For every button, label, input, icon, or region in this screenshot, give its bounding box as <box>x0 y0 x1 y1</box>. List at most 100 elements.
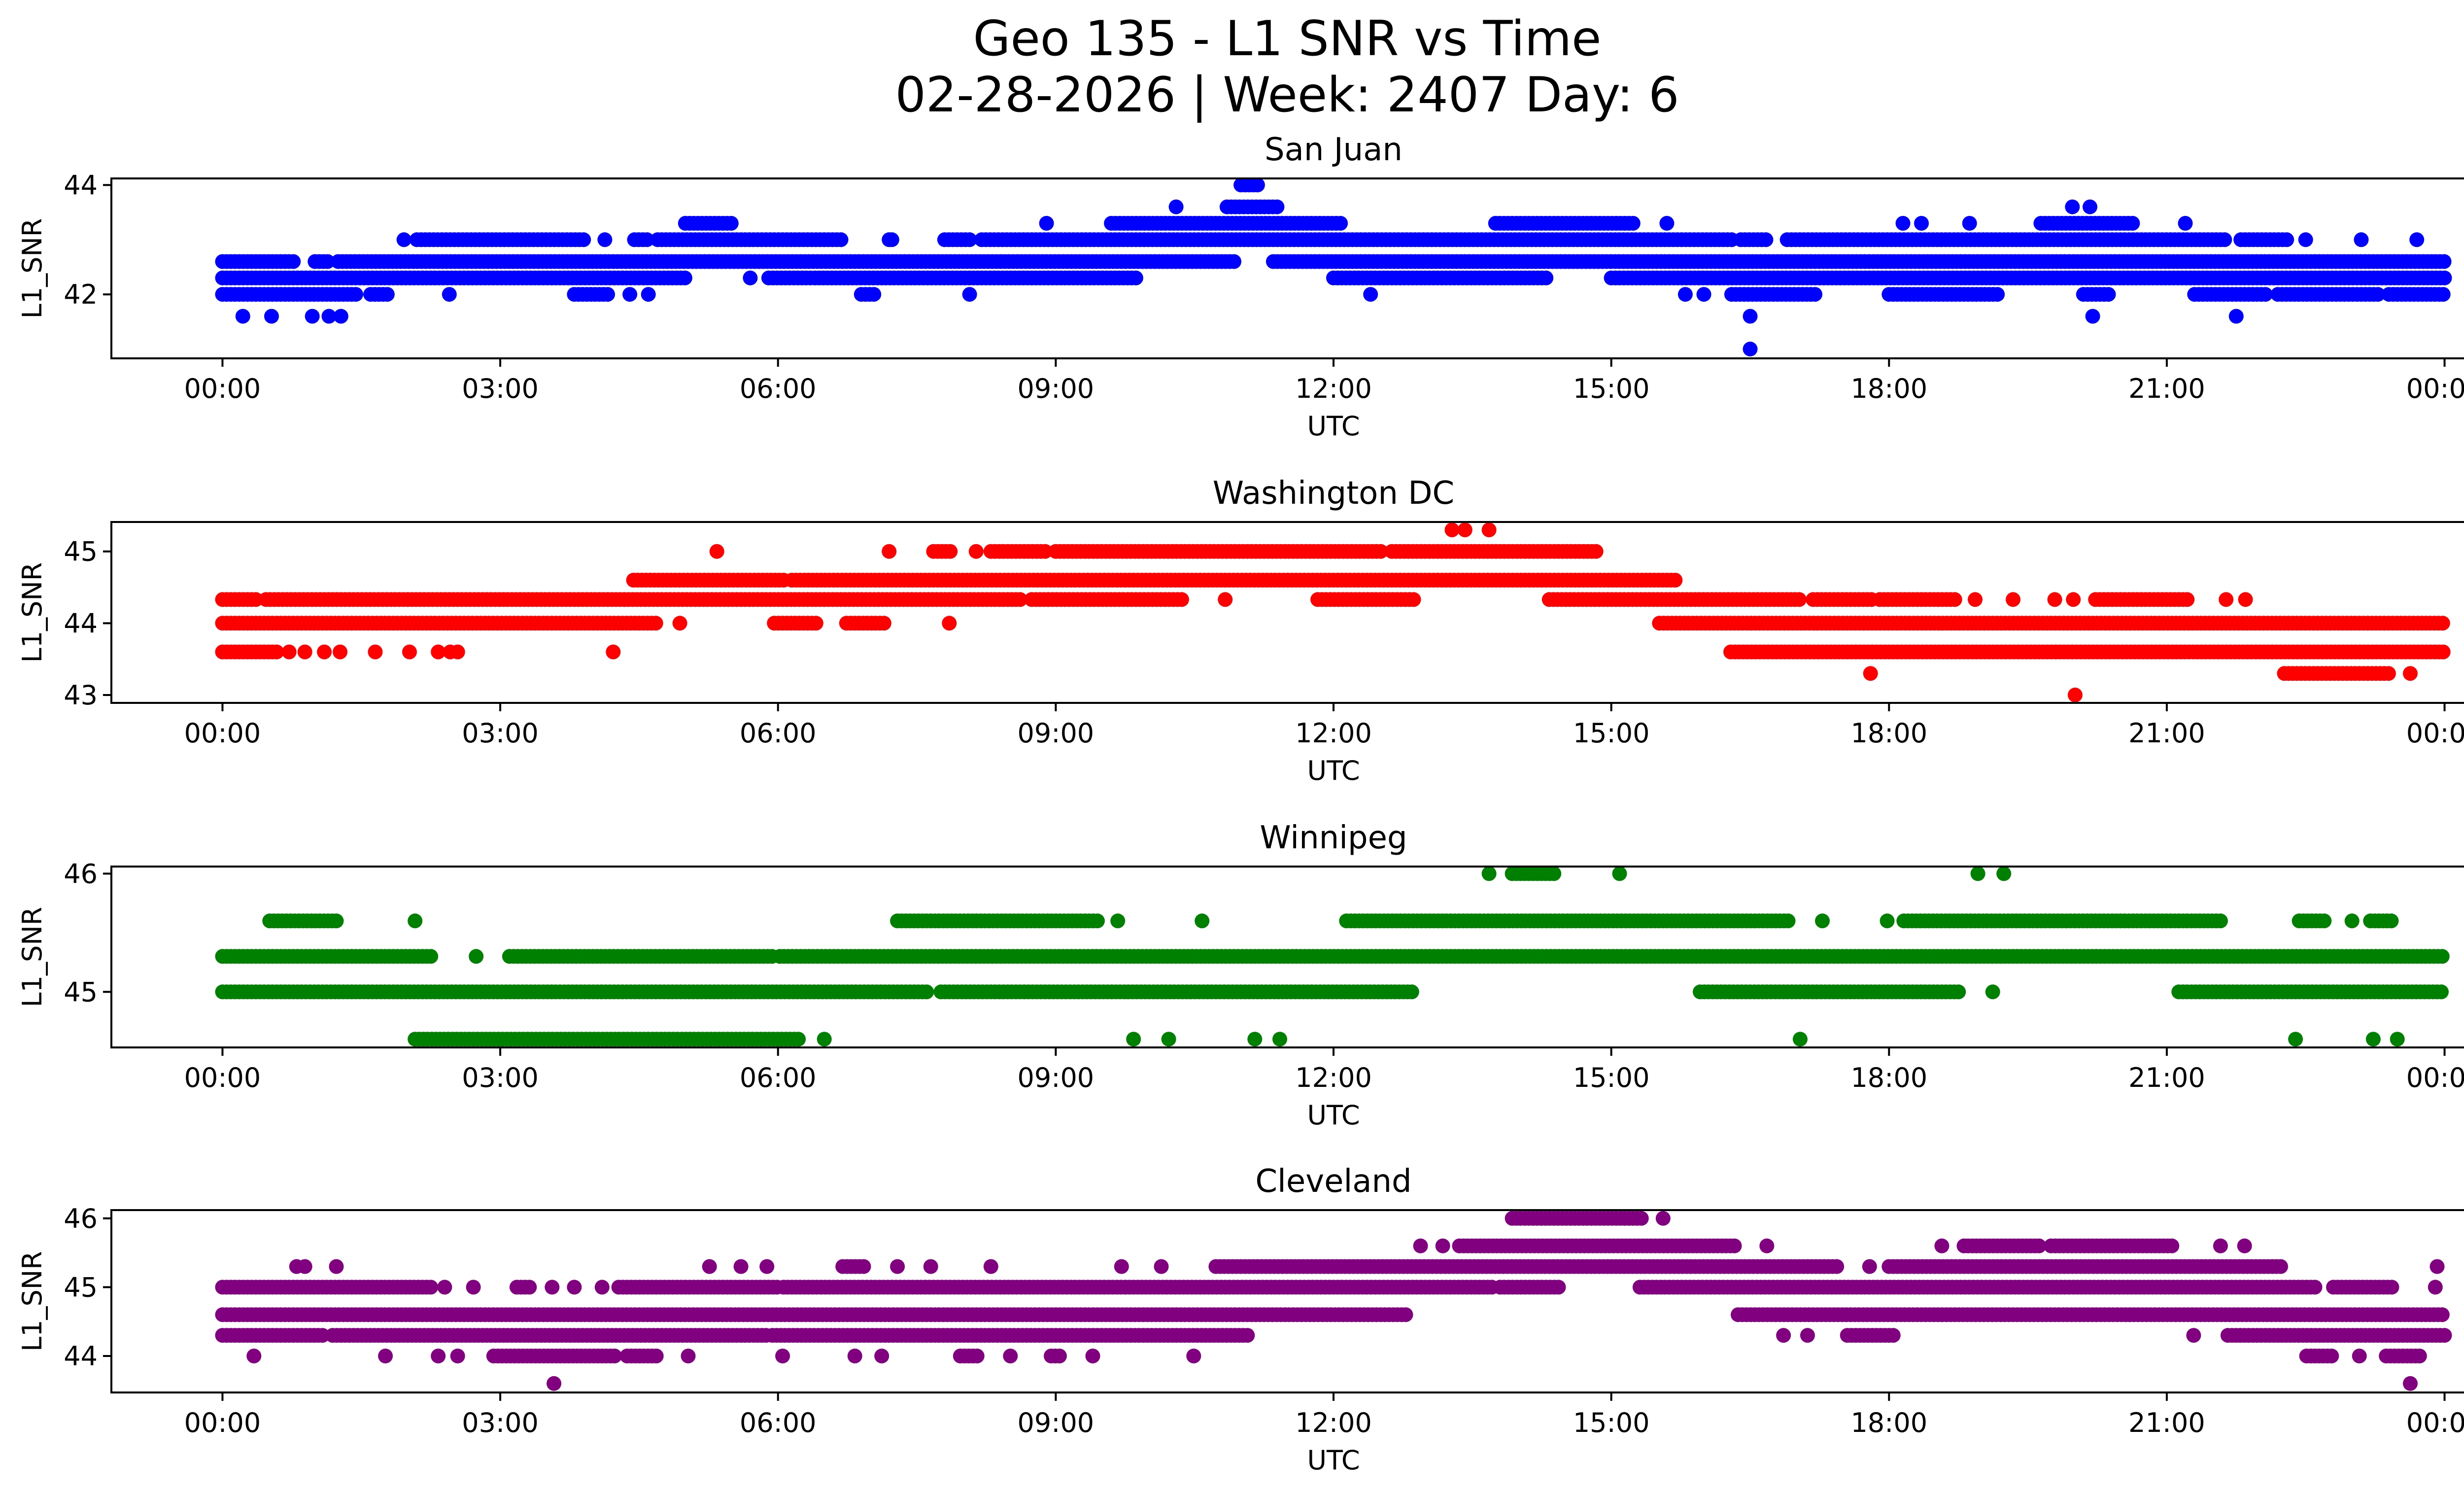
chart-0-san-juan-point-1683 <box>1168 199 1184 214</box>
chart-1-washington-dc-point-1304 <box>2047 592 2062 607</box>
chart-0-san-juan-point-1570 <box>866 287 882 302</box>
chart-0-san-juan-point-1552 <box>348 287 363 302</box>
chart-2-winnipeg-point-183 <box>1780 913 1796 929</box>
chart-2-winnipeg-point-27 <box>329 913 344 929</box>
chart-0-san-juan-xtick-label-1: 03:00 <box>462 373 539 404</box>
chart-0-san-juan-points <box>215 178 2452 357</box>
chart-2-winnipeg-xtick-label-2: 06:00 <box>740 1062 817 1093</box>
chart-1-washington-dc-xtick-label-6: 18:00 <box>1850 718 1927 749</box>
chart-1-washington-dc-point-767 <box>2180 592 2195 607</box>
chart-1-washington-dc-ytick-label-0: 43 <box>64 680 98 711</box>
chart-0-san-juan-xtick-label-2: 06:00 <box>740 373 817 404</box>
chart-1-washington-dc-xlabel: UTC <box>1307 755 1360 786</box>
chart-1-washington-dc-point-397 <box>1668 573 1683 588</box>
chart-0-san-juan-xtick-label-8: 00:00 <box>2406 373 2464 404</box>
chart-0-san-juan-title: San Juan <box>1265 132 1403 168</box>
chart-1-washington-dc-point-1308 <box>672 616 687 631</box>
chart-0-san-juan-ytick-label-1: 44 <box>64 170 98 201</box>
chart-0-san-juan-point-1709 <box>305 309 320 324</box>
chart-1-washington-dc-point-1320 <box>1863 666 1878 681</box>
chart-2-winnipeg-point-1293 <box>1481 867 1497 881</box>
chart-1-washington-dc-xtick-label-3: 09:00 <box>1018 718 1095 749</box>
chart-0-san-juan-point-142 <box>2125 216 2140 231</box>
chart-1-washington-dc-point-4 <box>943 544 958 559</box>
chart-0-san-juan-point-1566 <box>600 287 615 302</box>
chart-3-cleveland-points <box>215 1211 2452 1391</box>
chart-1-washington-dc-point-147 <box>1588 544 1604 559</box>
chart-2-winnipeg-point-1295 <box>1970 867 1985 881</box>
chart-2-winnipeg-point-76 <box>1090 913 1105 929</box>
chart-0-san-juan-point-1697 <box>2354 232 2369 247</box>
chart-1-washington-dc-point-18 <box>1037 544 1053 559</box>
chart-0-san-juan-point-119 <box>1625 216 1641 231</box>
chart-1-washington-dc-point-1294 <box>2381 666 2396 681</box>
chart-2-winnipeg-point-1309 <box>1272 1032 1287 1047</box>
chart-1-washington-dc-point-1297 <box>1481 522 1497 537</box>
chart-2-winnipeg-point-1312 <box>2365 1032 2381 1047</box>
chart-0-san-juan-point-1691 <box>2178 216 2193 231</box>
chart-1-washington-dc-point-710 <box>1792 592 1807 607</box>
chart-0-san-juan-point-187 <box>639 232 654 247</box>
chart-0-san-juan-point-1708 <box>264 309 279 324</box>
chart-3-cleveland-point-453 <box>522 1280 537 1295</box>
chart-0-san-juan-point-1557 <box>379 287 395 302</box>
chart-1-washington-dc-point-625 <box>1174 592 1189 607</box>
chart-2-winnipeg-point-1303 <box>469 949 484 964</box>
chart-1-washington-dc-point-883 <box>808 616 823 631</box>
chart-0-san-juan-point-1266 <box>1128 270 1143 285</box>
chart-0-san-juan-point-1618 <box>1990 287 2005 302</box>
chart-3-cleveland-point-303 <box>1829 1259 1845 1274</box>
chart-0-san-juan-xtick-label-7: 21:00 <box>2128 373 2205 404</box>
chart-0-san-juan-point-1318 <box>1539 270 1554 285</box>
chart-1-washington-dc-point-1307 <box>2238 592 2253 607</box>
chart-1-washington-dc-point-1082 <box>2435 616 2450 631</box>
chart-2-winnipeg-point-260 <box>2213 913 2228 929</box>
chart-0-san-juan-point-1698 <box>2409 232 2425 247</box>
chart-2-winnipeg-point-1299 <box>1195 913 1210 929</box>
chart-0-san-juan-point-1682 <box>2435 287 2451 302</box>
chart-0-san-juan-xtick-label-5: 15:00 <box>1573 373 1650 404</box>
chart-0-san-juan-point-563 <box>286 254 301 269</box>
chart-2-winnipeg-point-1308 <box>1247 1032 1263 1047</box>
chart-1-washington-dc-point-1302 <box>1968 592 1983 607</box>
chart-2-winnipeg-point-1304 <box>1985 984 2000 1000</box>
chart-1-washington-dc-point-1299 <box>882 544 897 559</box>
chart-0-san-juan-point-1686 <box>1039 216 1054 231</box>
chart-0-san-juan-point-1702 <box>641 287 656 302</box>
chart-1-washington-dc-point-1306 <box>2219 592 2234 607</box>
chart-1-washington-dc-points <box>215 522 2451 702</box>
chart-0-san-juan-point-1701 <box>622 287 638 302</box>
chart-2-winnipeg-point-788 <box>2434 949 2450 964</box>
chart-2-winnipeg-point-267 <box>2317 913 2332 929</box>
chart-2-winnipeg-point-1199 <box>2434 984 2449 1000</box>
chart-1-washington-dc-point-588 <box>1013 592 1027 607</box>
chart-0-san-juan-point-17 <box>1269 199 1285 214</box>
chart-2-winnipeg-xtick-label-4: 12:00 <box>1295 1062 1372 1093</box>
chart-2-winnipeg-point-324 <box>423 949 439 964</box>
chart-0-san-juan-xtick-label-4: 12:00 <box>1295 373 1372 404</box>
chart-0-san-juan-point-1065 <box>2436 254 2452 269</box>
chart-2-winnipeg-point-1294 <box>1612 867 1627 881</box>
chart-1-washington-dc-point-893 <box>876 616 891 631</box>
chart-1-washington-dc-ytick-label-1: 44 <box>64 608 98 639</box>
chart-1-washington-dc-xtick-label-7: 21:00 <box>2128 718 2205 749</box>
chart-1-washington-dc-xtick-label-8: 00:00 <box>2406 718 2464 749</box>
chart-0-san-juan-point-1625 <box>2101 287 2116 302</box>
chart-2-winnipeg-point-1072 <box>1404 984 1419 1000</box>
chart-2-winnipeg-point-10 <box>1546 867 1562 881</box>
chart-2-winnipeg-point-1300 <box>1815 913 1830 929</box>
chart-2-winnipeg-point-1292 <box>791 1032 806 1047</box>
chart-0-san-juan-point-427 <box>1758 232 1774 247</box>
chart-2-winnipeg-xtick-label-0: 00:00 <box>184 1062 261 1093</box>
chart-1-washington-dc-point-1096 <box>269 644 284 660</box>
chart-2-winnipeg-point-958 <box>919 984 934 1000</box>
chart-0-san-juan-point-1707 <box>235 309 250 324</box>
suptitle-line-1: Geo 135 - L1 SNR vs Time <box>973 11 1602 67</box>
chart-3-cleveland-point-398 <box>2273 1259 2288 1274</box>
chart-0-san-juan-point-1713 <box>2085 309 2100 324</box>
chart-0-san-juan-point-1715 <box>1743 342 1758 357</box>
chart-1-washington-dc-xtick-label-1: 03:00 <box>462 718 539 749</box>
chart-0-san-juan-point-239 <box>962 232 977 247</box>
